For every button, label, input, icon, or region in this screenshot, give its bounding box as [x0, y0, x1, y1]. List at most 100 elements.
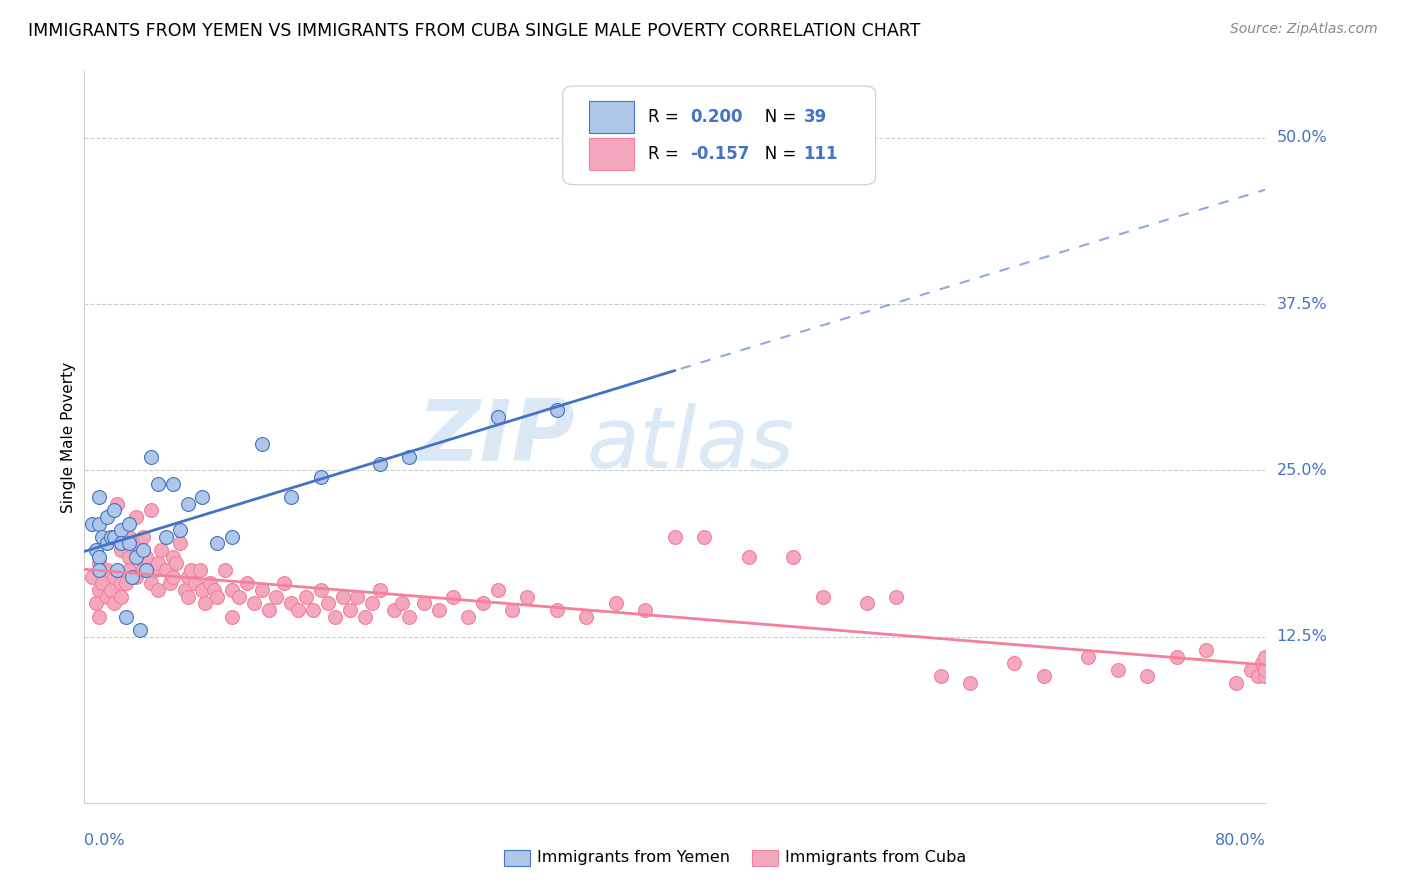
Point	[782, 549, 804, 564]
Point	[413, 596, 436, 610]
Point	[382, 603, 406, 617]
Point	[188, 563, 211, 577]
Point	[177, 590, 200, 604]
Point	[316, 596, 339, 610]
Point	[118, 516, 141, 531]
Bar	[589, 101, 634, 133]
Point	[87, 582, 111, 597]
Text: Immigrants from Cuba: Immigrants from Cuba	[785, 850, 966, 865]
Point	[114, 609, 136, 624]
Point	[575, 609, 598, 624]
Point	[96, 563, 118, 577]
Point	[250, 582, 273, 597]
Point	[191, 490, 214, 504]
Point	[125, 570, 148, 584]
Point	[472, 596, 495, 610]
Point	[1240, 663, 1263, 677]
Point	[1166, 649, 1188, 664]
Point	[354, 609, 377, 624]
Point	[856, 596, 879, 610]
Point	[177, 570, 200, 584]
Point	[693, 530, 716, 544]
Point	[634, 603, 657, 617]
Point	[207, 590, 229, 604]
Point	[118, 563, 141, 577]
Point	[302, 603, 325, 617]
Point	[207, 536, 229, 550]
Point	[427, 603, 450, 617]
Point	[110, 536, 132, 550]
Point	[457, 609, 479, 624]
Point	[257, 603, 280, 617]
Point	[368, 457, 391, 471]
Point	[184, 576, 207, 591]
Point	[110, 590, 132, 604]
Point	[214, 563, 236, 577]
Point	[84, 596, 107, 610]
Point	[516, 590, 538, 604]
Point	[398, 609, 420, 624]
Point	[105, 497, 128, 511]
Point	[162, 549, 184, 564]
Point	[546, 603, 568, 617]
Point	[118, 549, 141, 564]
Point	[295, 590, 318, 604]
Text: Source: ZipAtlas.com: Source: ZipAtlas.com	[1230, 22, 1378, 37]
Point	[139, 576, 162, 591]
Point	[87, 563, 111, 577]
Point	[91, 530, 114, 544]
Point	[103, 530, 125, 544]
Text: 50.0%: 50.0%	[1277, 130, 1327, 145]
Point	[1254, 649, 1277, 664]
Point	[1077, 649, 1099, 664]
Point	[250, 436, 273, 450]
Point	[103, 570, 125, 584]
Point	[87, 549, 111, 564]
Point	[309, 582, 332, 597]
Point	[221, 530, 243, 544]
Point	[150, 543, 173, 558]
Point	[361, 596, 384, 610]
Point	[546, 403, 568, 417]
Point	[280, 596, 302, 610]
Text: 37.5%: 37.5%	[1277, 297, 1327, 311]
Text: R =: R =	[648, 145, 683, 163]
Point	[1195, 643, 1218, 657]
Point	[84, 543, 107, 558]
Point	[80, 570, 103, 584]
Text: ZIP: ZIP	[416, 395, 575, 479]
Text: 39: 39	[804, 108, 827, 126]
Point	[110, 543, 132, 558]
Point	[929, 669, 952, 683]
Point	[135, 563, 157, 577]
Point	[91, 576, 114, 591]
Point	[443, 590, 465, 604]
Point	[155, 563, 177, 577]
Point	[169, 523, 191, 537]
Point	[132, 543, 155, 558]
Point	[87, 490, 111, 504]
Point	[105, 563, 128, 577]
Point	[605, 596, 627, 610]
Point	[287, 603, 309, 617]
Text: Immigrants from Yemen: Immigrants from Yemen	[537, 850, 730, 865]
Point	[132, 530, 155, 544]
Point	[110, 523, 132, 537]
Text: atlas: atlas	[586, 403, 794, 486]
Point	[1136, 669, 1159, 683]
Point	[486, 410, 509, 425]
Point	[139, 503, 162, 517]
Point	[280, 490, 302, 504]
Point	[1254, 663, 1277, 677]
Point	[129, 557, 152, 571]
Point	[129, 623, 152, 637]
Point	[155, 530, 177, 544]
Point	[96, 536, 118, 550]
Point	[228, 590, 250, 604]
Point	[486, 582, 509, 597]
Point	[148, 476, 170, 491]
Point	[738, 549, 761, 564]
Point	[398, 450, 420, 464]
Point	[132, 563, 155, 577]
Text: 0.200: 0.200	[690, 108, 742, 126]
